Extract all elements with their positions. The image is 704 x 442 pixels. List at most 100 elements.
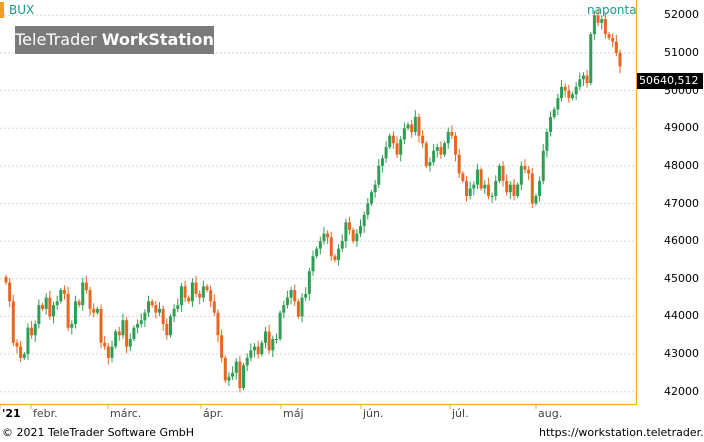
candle-body <box>512 184 516 196</box>
candle-body <box>190 282 194 302</box>
candle-body <box>340 241 344 249</box>
candle-body <box>479 169 483 189</box>
candle-body <box>516 184 520 196</box>
candle <box>538 176 542 202</box>
interval-label[interactable]: naponta <box>587 3 637 17</box>
candle-body <box>201 286 205 298</box>
candle <box>92 303 96 318</box>
candle-body <box>194 282 198 294</box>
candle-body <box>530 173 534 204</box>
candle <box>99 304 103 349</box>
candle-body <box>158 308 161 313</box>
candle-body <box>538 180 542 196</box>
candle-body <box>348 222 352 230</box>
candle <box>37 299 41 329</box>
candle <box>114 329 118 349</box>
candle-body <box>231 372 235 377</box>
candle <box>165 318 169 340</box>
candle-body <box>581 75 585 80</box>
candle-body <box>541 150 545 181</box>
candle-body <box>578 79 582 87</box>
candle-body <box>256 346 260 355</box>
candle-body <box>88 290 92 309</box>
candle-body <box>618 52 622 67</box>
candle-body <box>77 301 81 306</box>
candle-body <box>311 256 315 272</box>
candle-body <box>147 301 151 313</box>
candle-body <box>168 316 172 336</box>
candle <box>190 278 194 308</box>
candle-body <box>260 342 264 355</box>
candle <box>326 230 330 245</box>
candle <box>238 355 242 393</box>
candle <box>567 84 571 103</box>
candle-body <box>589 34 593 84</box>
candle <box>366 197 370 220</box>
candle <box>110 340 114 363</box>
candle <box>30 320 34 339</box>
candle-body <box>198 293 202 298</box>
candle <box>70 320 74 335</box>
candle <box>388 133 392 150</box>
candle-body <box>355 233 359 242</box>
candle <box>563 83 567 98</box>
candle <box>242 363 246 391</box>
y-tick-label: 52000 <box>664 8 699 22</box>
symbol-marker <box>0 2 4 18</box>
candle-body <box>596 15 600 23</box>
candle <box>596 8 600 27</box>
candle <box>391 131 395 149</box>
candle-body <box>344 222 348 242</box>
candle <box>216 309 220 343</box>
candle <box>450 125 454 140</box>
candle <box>318 236 322 255</box>
candle <box>103 335 107 350</box>
candle <box>432 144 436 166</box>
x-tick-label: febr. <box>33 407 58 420</box>
candle-body <box>37 305 41 324</box>
candle-body <box>19 346 23 358</box>
x-tick-label: aug. <box>538 407 563 420</box>
candle-body <box>369 192 373 204</box>
candle-body <box>399 139 403 155</box>
candle-body <box>406 124 410 129</box>
candle <box>475 163 479 190</box>
candle-body <box>227 376 231 381</box>
candle-body <box>136 323 140 328</box>
candle-body <box>508 184 512 193</box>
candle-body <box>139 320 143 324</box>
candle-body <box>567 90 571 99</box>
candle-body <box>52 305 56 317</box>
candle-body <box>523 165 527 170</box>
candle <box>552 107 556 120</box>
candle <box>589 31 593 86</box>
candle-body <box>117 331 121 336</box>
candle <box>263 326 267 349</box>
candle-body <box>11 301 15 343</box>
candle-body <box>450 131 454 136</box>
candle <box>161 305 165 331</box>
candle-body <box>132 327 136 340</box>
candle <box>570 92 574 101</box>
candle-body <box>95 308 99 313</box>
candle <box>73 295 77 329</box>
candle <box>256 340 260 359</box>
candle <box>421 130 425 148</box>
website-link[interactable]: https://workstation.teletrader.com/ <box>539 426 704 439</box>
candle <box>355 229 359 247</box>
y-tick-label: 43000 <box>664 347 699 361</box>
candle <box>271 335 275 358</box>
candle-body <box>333 256 337 260</box>
candle <box>549 111 553 137</box>
candle <box>4 274 8 285</box>
candle-body <box>318 241 322 249</box>
candle-body <box>337 248 341 260</box>
candle-body <box>205 286 209 291</box>
candle-body <box>505 180 509 193</box>
candle <box>541 144 545 185</box>
symbol-label[interactable]: BUX <box>9 3 35 17</box>
y-tick-label: 51000 <box>664 45 699 59</box>
candle-body <box>592 15 596 35</box>
candle-body <box>454 135 458 155</box>
candle-body <box>307 271 311 294</box>
